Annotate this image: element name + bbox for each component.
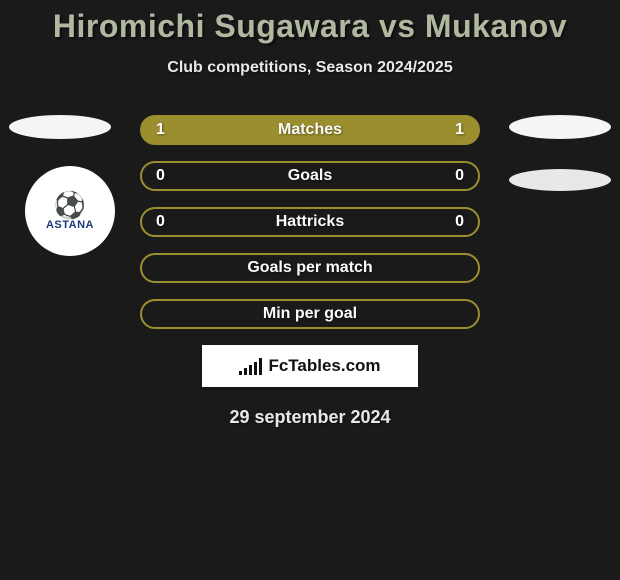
stat-row-hattricks: 0 Hattricks 0 [140, 207, 480, 237]
page-subtitle: Club competitions, Season 2024/2025 [0, 59, 620, 77]
stat-value-right: 0 [455, 167, 464, 185]
stat-row-goals-per-match: Goals per match [140, 253, 480, 283]
site-attribution: FcTables.com [202, 345, 418, 387]
stat-metric: Matches [278, 121, 342, 139]
stat-value-left: 0 [156, 213, 165, 231]
stat-value-left: 0 [156, 167, 165, 185]
club-badge: ⚽ ASTANA [25, 166, 115, 256]
stat-metric: Min per goal [263, 305, 357, 323]
stat-value-right: 1 [455, 121, 464, 139]
stat-metric: Goals per match [247, 259, 372, 277]
stat-rows: 1 Matches 1 0 Goals 0 0 Hattricks 0 Goal… [140, 115, 480, 329]
stat-row-matches: 1 Matches 1 [140, 115, 480, 145]
stat-metric: Hattricks [276, 213, 344, 231]
footer-date: 29 september 2024 [0, 407, 620, 428]
football-icon: ⚽ [46, 192, 94, 218]
bar-chart-icon [239, 357, 262, 375]
club-name: ASTANA [46, 220, 94, 231]
player-avatar-left [9, 115, 111, 139]
stat-metric: Goals [288, 167, 332, 185]
page-title: Hiromichi Sugawara vs Mukanov [0, 0, 620, 45]
stat-value-right: 0 [455, 213, 464, 231]
comparison-panel: ⚽ ASTANA 1 Matches 1 0 Goals 0 0 Hattric… [0, 115, 620, 428]
stat-value-left: 1 [156, 121, 165, 139]
player-avatar-right-1 [509, 115, 611, 139]
stat-row-goals: 0 Goals 0 [140, 161, 480, 191]
player-avatar-right-2 [509, 169, 611, 191]
site-name: FcTables.com [268, 356, 380, 376]
stat-row-min-per-goal: Min per goal [140, 299, 480, 329]
